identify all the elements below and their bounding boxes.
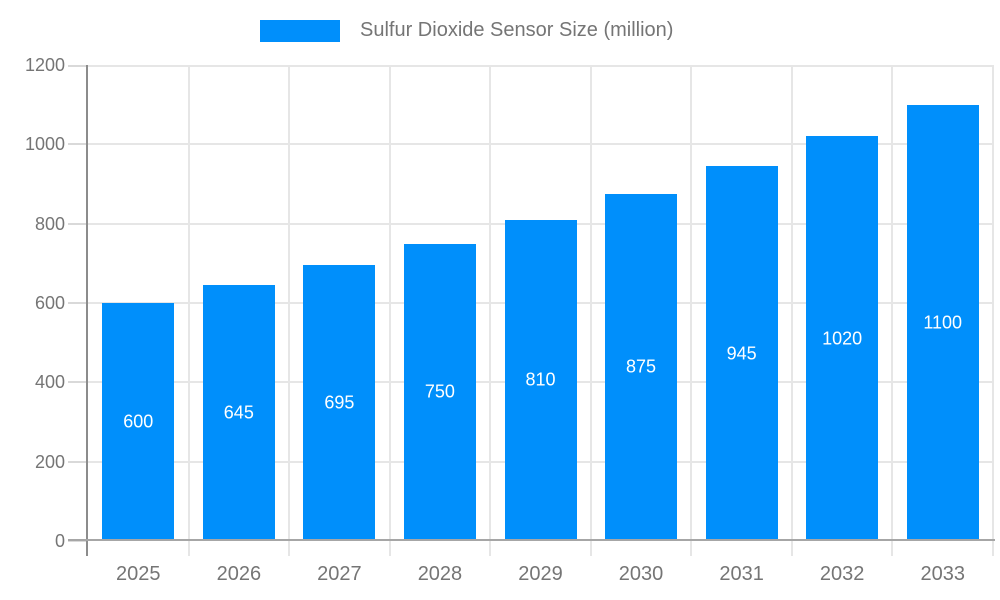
legend-item[interactable]: Sulfur Dioxide Sensor Size (million): [260, 19, 673, 42]
y-tick-mark: [68, 302, 88, 304]
x-tick-mark: [187, 541, 190, 556]
y-axis-label: 200: [34, 451, 65, 472]
gridline-v: [589, 65, 592, 541]
gridline-v: [489, 65, 492, 541]
x-axis-label: 2031: [719, 563, 764, 585]
gridline-v: [690, 65, 693, 541]
x-tick-mark: [489, 541, 492, 556]
gridline-v: [891, 65, 894, 541]
bar[interactable]: 645: [202, 285, 275, 541]
x-axis-label: 2032: [819, 563, 865, 585]
x-axis-label: 2029: [518, 563, 563, 585]
bar-value-label: 875: [626, 356, 657, 377]
x-tick-mark: [992, 541, 994, 556]
bar[interactable]: 810: [504, 219, 577, 541]
bar-value-label: 600: [123, 411, 154, 432]
y-tick-mark: [68, 222, 88, 225]
y-axis-label: 400: [34, 372, 65, 393]
x-tick-mark: [288, 541, 291, 556]
bar[interactable]: 1020: [806, 136, 879, 541]
y-tick-mark: [68, 381, 88, 384]
legend-label: Sulfur Dioxide Sensor Size (million): [360, 19, 674, 41]
x-tick-mark: [790, 541, 793, 556]
gridline-v: [992, 65, 994, 541]
x-axis-baseline: [68, 539, 995, 541]
y-tick-mark: [68, 65, 88, 67]
y-axis-line: [86, 65, 88, 556]
bar-value-label: 750: [424, 381, 455, 402]
gridline-v: [388, 65, 391, 541]
x-tick-mark: [690, 541, 693, 556]
gridline-h: [88, 65, 993, 67]
plot-area: 0 200 400 600 800 1000 1200 600 2025 645 2026 695 20…: [25, 55, 995, 585]
bar[interactable]: 945: [705, 166, 778, 541]
bar-value-label: 645: [223, 402, 254, 423]
gridline-v: [288, 65, 291, 541]
y-axis-label: 600: [34, 293, 65, 313]
gridline-h: [88, 143, 993, 146]
bar[interactable]: 875: [605, 193, 678, 541]
x-axis-label: 2026: [216, 563, 262, 585]
x-axis-label: 2028: [417, 563, 463, 585]
y-tick-mark: [68, 460, 88, 463]
bar-value-label: 1100: [923, 312, 963, 333]
x-tick-mark: [388, 541, 391, 556]
bar[interactable]: 750: [403, 243, 476, 541]
bar-value-label: 695: [324, 392, 355, 413]
bar-value-label: 945: [726, 343, 757, 364]
x-axis-label: 2025: [116, 563, 161, 585]
y-tick-mark: [68, 143, 88, 146]
x-axis-label: 2027: [317, 563, 362, 585]
y-axis-label: 0: [54, 531, 65, 551]
gridline-v: [187, 65, 190, 541]
bar[interactable]: 1100: [906, 104, 979, 541]
y-axis-label: 1000: [24, 134, 65, 155]
x-axis-label: 2033: [920, 563, 965, 585]
gridline-v: [790, 65, 793, 541]
x-tick-mark: [589, 541, 592, 556]
bar-value-label: 810: [525, 369, 556, 390]
x-axis-label: 2030: [618, 563, 664, 585]
bar[interactable]: 600: [102, 303, 175, 541]
y-axis-label: 1200: [24, 55, 65, 75]
bar-value-label: 1020: [822, 328, 863, 349]
legend-swatch: [260, 19, 340, 42]
x-tick-mark: [891, 541, 894, 556]
bar[interactable]: 695: [303, 265, 376, 541]
y-axis-label: 800: [34, 213, 65, 234]
y-tick-mark: [68, 540, 88, 542]
